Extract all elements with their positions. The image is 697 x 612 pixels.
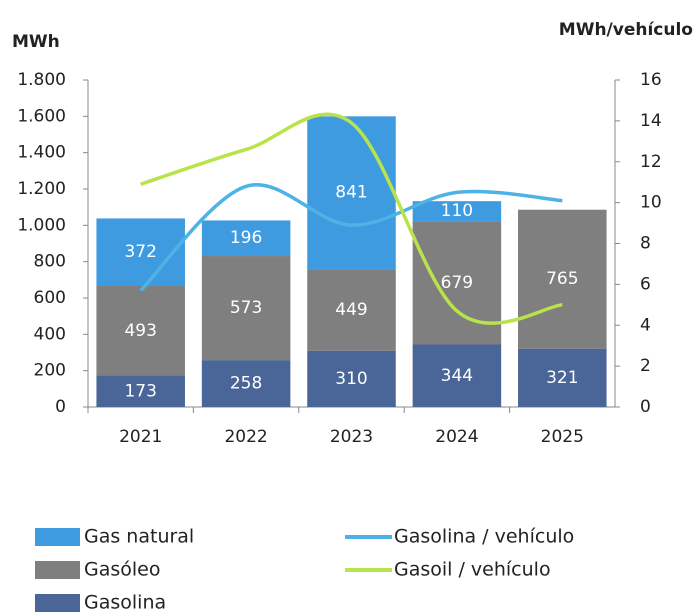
value-label: 573	[230, 298, 262, 318]
x-tick-label: 2023	[330, 427, 373, 447]
legend-label: Gasolina / vehículo	[394, 526, 574, 548]
y2-axis-title: MWh/vehículo	[559, 20, 693, 40]
value-label: 344	[441, 366, 473, 386]
legend-label: Gasoil / vehículo	[394, 559, 551, 581]
legend-label: Gasolina	[84, 592, 166, 612]
bar-segment	[96, 375, 185, 407]
bar-segment	[307, 350, 396, 407]
bar-segment	[96, 286, 185, 376]
bar-segment	[96, 218, 185, 287]
bar-segment	[201, 360, 291, 407]
bar-segment	[307, 269, 396, 351]
value-label: 310	[335, 369, 367, 389]
x-tick-label: 2022	[224, 427, 267, 447]
value-label: 841	[335, 183, 367, 203]
bar-segment	[307, 116, 396, 270]
value-label: 196	[230, 228, 262, 248]
x-tick-label: 2021	[119, 427, 162, 447]
value-label: 765	[546, 269, 578, 289]
value-label: 173	[124, 381, 156, 401]
y-tick-label: 1.400	[17, 143, 66, 163]
legend-swatch	[35, 561, 80, 579]
x-tick-label: 2024	[435, 427, 478, 447]
y-tick-label: 800	[34, 252, 66, 272]
bar-segment	[412, 201, 502, 222]
y-tick-label: 1.000	[17, 215, 66, 235]
y2-tick-label: 8	[640, 234, 651, 254]
y-tick-label: 400	[34, 324, 66, 344]
value-label: 321	[546, 368, 578, 388]
y-tick-label: 1.200	[17, 179, 66, 199]
line-series	[140, 112, 563, 325]
bar-segment	[518, 209, 607, 349]
bar-segment	[201, 256, 291, 361]
y2-tick-label: 14	[640, 111, 662, 131]
y-axis-title: MWh	[12, 32, 60, 52]
legend-swatch	[35, 594, 80, 612]
y2-tick-label: 4	[640, 315, 651, 335]
y-tick-label: 200	[34, 361, 66, 381]
y-tick-label: 1.800	[17, 70, 66, 90]
y2-tick-label: 10	[640, 193, 662, 213]
line-series	[139, 182, 563, 292]
value-label: 679	[441, 273, 473, 293]
y-tick-label: 600	[34, 288, 66, 308]
y-tick-label: 1.600	[17, 106, 66, 126]
y2-tick-label: 16	[640, 70, 662, 90]
bar-segment	[518, 348, 607, 407]
legend-swatch	[35, 528, 80, 546]
value-label: 258	[230, 374, 262, 394]
y2-tick-label: 6	[640, 274, 651, 294]
x-tick-label: 2025	[541, 427, 584, 447]
value-label: 449	[335, 300, 367, 320]
legend-label: Gas natural	[84, 526, 194, 548]
y2-tick-label: 12	[640, 152, 662, 172]
value-label: 110	[441, 201, 473, 221]
value-label: 372	[124, 242, 156, 262]
y2-tick-label: 2	[640, 356, 651, 376]
y-tick-label: 0	[55, 397, 66, 417]
legend-label: Gasóleo	[84, 559, 160, 581]
bar-segment	[201, 220, 291, 257]
value-label: 493	[124, 321, 156, 341]
bar-segment	[412, 344, 502, 407]
y2-tick-label: 0	[640, 397, 651, 417]
